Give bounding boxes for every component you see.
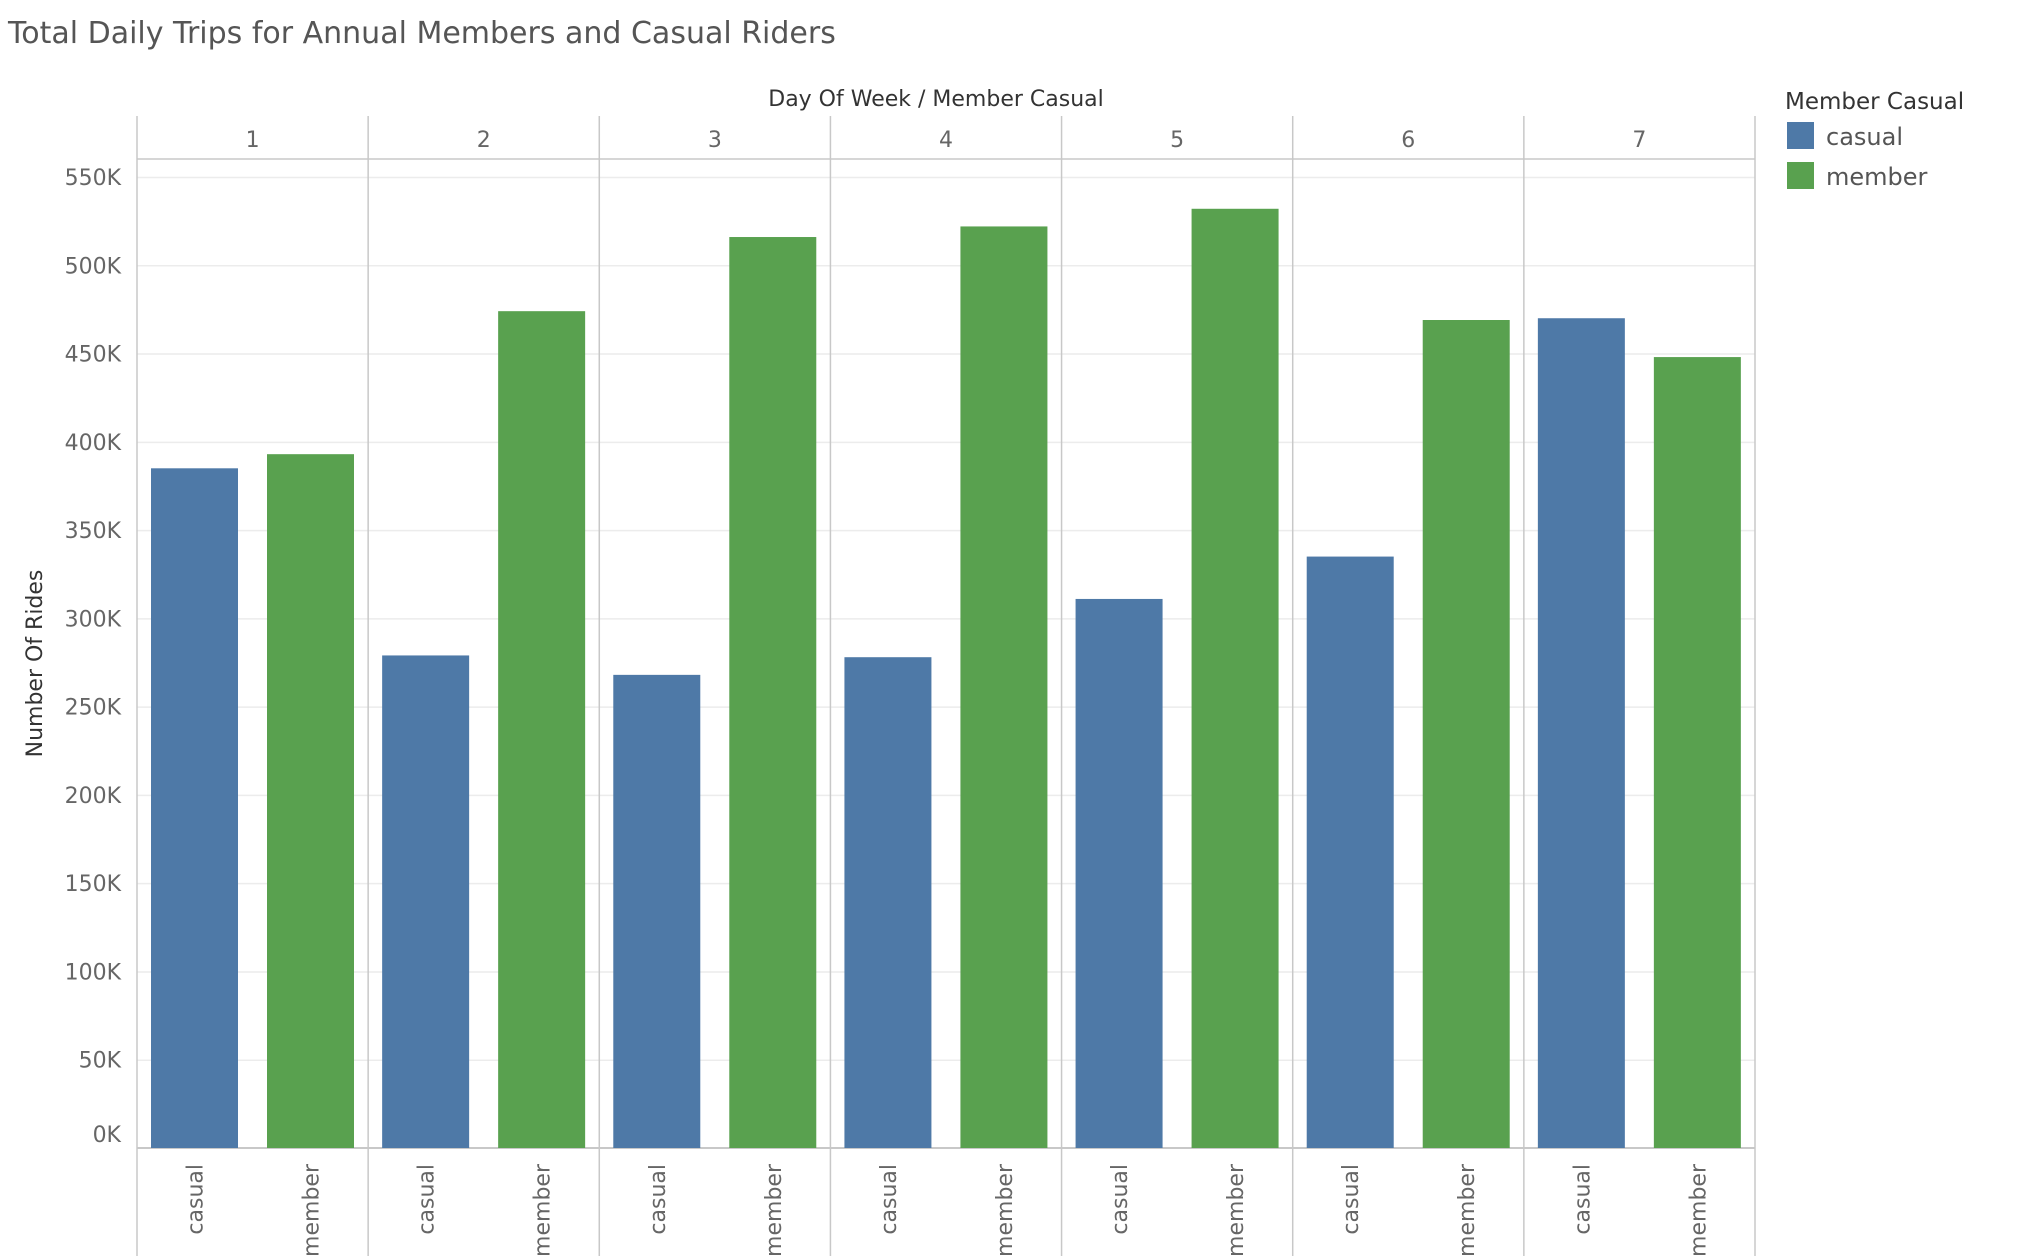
y-tick-label: 350K: [65, 519, 122, 544]
member-casual-label: casual: [877, 1164, 902, 1235]
member-casual-label: casual: [415, 1164, 440, 1235]
member-casual-label: member: [300, 1163, 325, 1256]
day-of-week-label: 6: [1401, 128, 1415, 153]
bar-casual-day-7[interactable]: [1537, 318, 1625, 1149]
member-casual-label: member: [531, 1163, 556, 1256]
y-axis-title: Number Of Rides: [23, 570, 48, 758]
bar-casual-day-1[interactable]: [151, 468, 238, 1148]
day-of-week-label: 7: [1632, 128, 1646, 153]
day-of-week-label: 2: [477, 128, 491, 153]
column-header-title: Day Of Week / Member Casual: [768, 87, 1104, 112]
legend-title: Member Casual: [1785, 89, 1964, 115]
bar-casual-day-2[interactable]: [382, 655, 470, 1148]
chart-title: Total Daily Trips for Annual Members and…: [8, 16, 836, 51]
member-casual-label: casual: [1570, 1164, 1595, 1235]
bars: [151, 208, 1741, 1149]
member-casual-label: member: [1224, 1163, 1249, 1256]
legend-item-member[interactable]: member: [1826, 163, 1928, 191]
bar-casual-day-6[interactable]: [1306, 556, 1394, 1148]
gridlines: [137, 176, 1755, 1061]
bar-casual-day-5[interactable]: [1075, 598, 1163, 1148]
y-tick-label: 200K: [65, 784, 122, 809]
member-casual-label: casual: [646, 1164, 671, 1235]
y-tick-label: 250K: [65, 696, 122, 721]
member-casual-label: member: [762, 1163, 787, 1256]
day-of-week-label: 1: [246, 128, 260, 153]
labels: 0K 50K 100K 150K 200K 250K 300K 350K 400K 450K 500…: [23, 87, 1711, 1256]
bar-member-day-3[interactable]: [729, 237, 817, 1148]
day-of-week-label: 4: [939, 128, 953, 153]
legend-swatch-casual[interactable]: [1787, 122, 1814, 149]
legend-swatch-member[interactable]: [1787, 162, 1814, 189]
bar-member-day-7[interactable]: [1653, 357, 1741, 1148]
y-tick-label: 550K: [65, 166, 122, 191]
member-casual-label: casual: [184, 1164, 209, 1235]
bar-casual-day-3[interactable]: [613, 674, 701, 1148]
y-tick-label: 100K: [65, 960, 122, 985]
y-tick-label: 300K: [65, 607, 122, 632]
bar-member-day-5[interactable]: [1191, 208, 1279, 1148]
member-casual-label: casual: [1108, 1164, 1133, 1235]
y-tick-label: 150K: [65, 872, 122, 897]
bar-casual-day-4[interactable]: [844, 657, 932, 1148]
member-casual-label: casual: [1339, 1164, 1364, 1235]
member-casual-label: member: [993, 1163, 1018, 1256]
day-of-week-label: 5: [1170, 128, 1184, 153]
panel-frame: [136, 116, 1756, 1256]
bar-member-day-1[interactable]: [267, 454, 354, 1148]
y-tick-label: 450K: [65, 343, 122, 368]
y-tick-label: 50K: [79, 1049, 122, 1074]
bar-member-day-4[interactable]: [960, 226, 1048, 1148]
bar-member-day-6[interactable]: [1422, 320, 1510, 1148]
legend-item-casual[interactable]: casual: [1826, 123, 1903, 151]
bar-member-day-2[interactable]: [498, 311, 586, 1148]
member-casual-label: member: [1455, 1163, 1480, 1256]
y-tick-label: 500K: [65, 254, 122, 279]
member-casual-label: member: [1686, 1163, 1711, 1256]
y-tick-label: 0K: [93, 1123, 122, 1148]
y-tick-label: 400K: [65, 431, 122, 456]
legend[interactable]: Member Casual casual member: [1785, 89, 1964, 191]
day-of-week-label: 3: [708, 128, 722, 153]
